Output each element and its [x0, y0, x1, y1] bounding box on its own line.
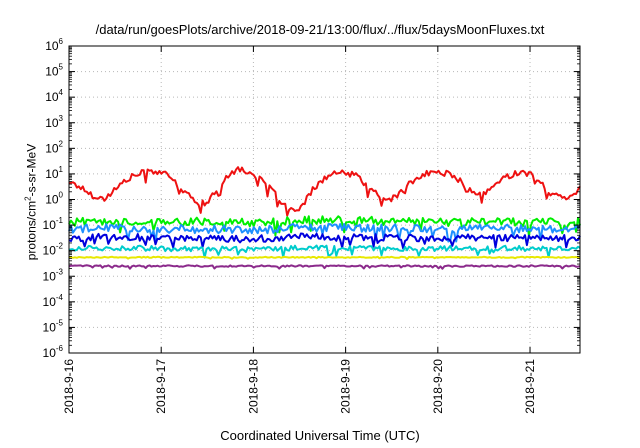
- y-tick-label: 102: [45, 139, 63, 155]
- y-tick-label: 105: [45, 63, 63, 79]
- y-tick-label: 10-2: [43, 242, 64, 258]
- y-tick-label: 103: [45, 114, 63, 130]
- series-line-1: [68, 166, 581, 217]
- y-tick-label: 10-3: [43, 267, 64, 283]
- y-tick-label: 100: [45, 191, 63, 207]
- x-tick-label: 2018-9-17: [154, 359, 168, 414]
- series-line-6: [68, 255, 581, 260]
- y-tick-label: 10-1: [43, 216, 64, 232]
- series-line-2: [68, 215, 581, 237]
- series-layer: [68, 166, 581, 270]
- y-tick-label: 101: [45, 165, 63, 181]
- x-axis-label: Coordinated Universal Time (UTC): [220, 428, 420, 443]
- x-tick-label: 2018-9-18: [246, 359, 260, 414]
- x-tick-label: 2018-9-21: [523, 359, 537, 414]
- axis-layer: 10-6 10-5 10-4 10-3 10-2 10-1 100 101 102 103 104 1…: [43, 37, 580, 414]
- y-tick-label: 104: [45, 88, 63, 104]
- series-line-7: [68, 264, 581, 270]
- x-tick-label: 2018-9-20: [431, 359, 445, 414]
- grid-layer: [69, 46, 580, 353]
- series-line-5: [68, 244, 581, 259]
- chart-title: /data/run/goesPlots/archive/2018-09-21/1…: [95, 22, 545, 37]
- y-tick-label: 10-6: [43, 344, 64, 360]
- y-tick-label: 10-4: [43, 293, 64, 309]
- series-line-3: [68, 222, 581, 244]
- x-tick-label: 2018-9-16: [62, 359, 76, 414]
- y-tick-label: 10-5: [43, 318, 64, 334]
- series-line-4: [68, 232, 581, 250]
- y-tick-label: 106: [45, 37, 63, 53]
- x-tick-label: 2018-9-19: [339, 359, 353, 414]
